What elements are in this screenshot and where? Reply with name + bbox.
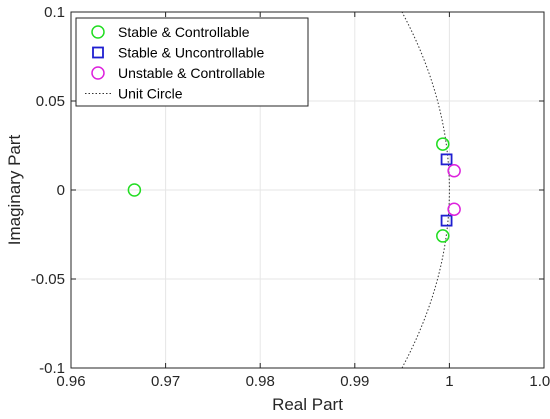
y-tick-label: 0.05 (36, 93, 65, 110)
x-tick-label: 0.98 (246, 373, 275, 390)
legend-marker-swatch (92, 46, 104, 59)
y-axis-label: Imaginary Part (5, 134, 24, 245)
legend: Stable & Controllable Stable & Uncontroll… (75, 17, 309, 107)
unstable-controllable-marker (447, 202, 461, 216)
legend-entry-label: Unit Circle (118, 86, 183, 102)
legend-box (75, 17, 309, 107)
x-tick-label: 1.01 (529, 373, 550, 390)
data-markers (127, 137, 461, 243)
y-tick-label: -0.05 (31, 271, 65, 288)
legend-entry-label: Unstable & Controllable (118, 65, 265, 81)
y-tick-labels: -0.1 -0.05 0 0.05 0.1 (31, 4, 65, 377)
unit-circle-line (401, 11, 450, 369)
x-tick-label: 1 (445, 373, 453, 390)
y-tick-label: 0.1 (44, 4, 65, 21)
y-tick-label: 0 (57, 182, 65, 199)
stable-uncontrollable-marker (440, 214, 453, 227)
stable-controllable-marker (436, 229, 450, 243)
unit-circle-curve-layer (401, 11, 450, 369)
stable-controllable-marker (436, 137, 450, 151)
y-tick-label: -0.1 (39, 360, 65, 377)
legend-marker-swatch (91, 66, 105, 80)
unstable-controllable-marker (447, 164, 461, 178)
stable-controllable-marker (127, 183, 142, 197)
legend-entry-label: Stable & Uncontrollable (118, 45, 265, 61)
x-tick-label: 0.99 (340, 373, 369, 390)
legend-entry-label: Stable & Controllable (118, 24, 250, 40)
x-tick-label: 0.97 (151, 373, 180, 390)
legend-marker-swatch (91, 25, 105, 39)
x-axis-label: Real Part (272, 395, 343, 414)
x-tick-labels: 0.96 0.97 0.98 0.99 1 1.01 (56, 373, 550, 390)
stable-uncontrollable-marker (440, 153, 453, 166)
axis-ticks (70, 11, 545, 369)
x-tick-label: 0.96 (56, 373, 85, 390)
